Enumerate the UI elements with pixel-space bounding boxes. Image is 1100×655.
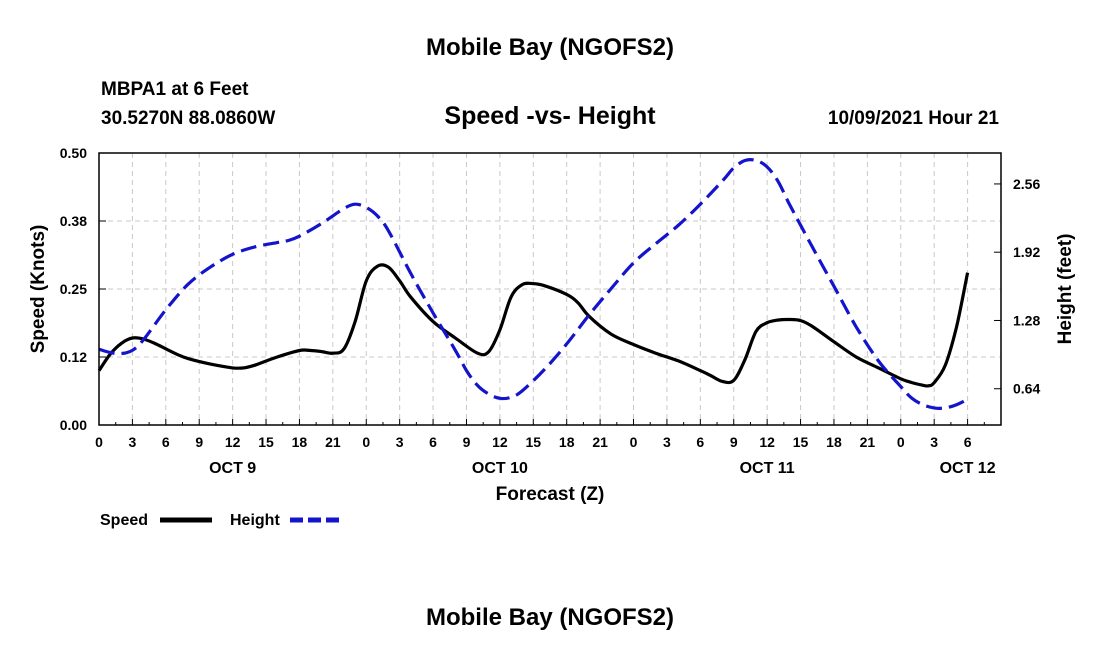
date-label: OCT 11: [740, 460, 795, 477]
x-tick-label: 18: [292, 434, 308, 450]
x-tick-label: 0: [630, 434, 638, 450]
x-tick-label: 9: [730, 434, 738, 450]
x-tick-label: 21: [592, 434, 608, 450]
x-tick-label: 6: [429, 434, 437, 450]
series-line-speed: [97, 263, 970, 388]
x-axis-label: Forecast (Z): [496, 484, 605, 505]
x-tick-label: 21: [325, 434, 341, 450]
chart-subtitle: Speed -vs- Height: [444, 102, 656, 130]
x-tick-label: 9: [195, 434, 203, 450]
legend-height-label: Height: [230, 512, 280, 529]
x-tick-label: 0: [897, 434, 905, 450]
x-tick-label: 15: [793, 434, 809, 450]
x-tick-label: 12: [492, 434, 508, 450]
y-tick-label-left: 0.12: [60, 349, 87, 365]
x-tick-label: 21: [860, 434, 876, 450]
date-label: OCT 12: [940, 460, 996, 477]
y-tick-label-left: 0.00: [60, 417, 87, 433]
x-tick-label: 3: [396, 434, 404, 450]
x-tick-label: 12: [759, 434, 775, 450]
x-tick-label: 12: [225, 434, 241, 450]
chart-main-title: Mobile Bay (NGOFS2): [426, 34, 674, 61]
x-tick-label: 15: [526, 434, 542, 450]
x-tick-label: 3: [663, 434, 671, 450]
x-tick-label: 3: [930, 434, 938, 450]
series-line-height: [98, 158, 969, 410]
y-axis-label-left: Speed (Knots): [28, 225, 49, 354]
y-tick-label-right: 1.92: [1013, 244, 1040, 260]
date-label: OCT 9: [209, 460, 256, 477]
grid: [99, 153, 1001, 425]
forecast-datetime: 10/09/2021 Hour 21: [828, 108, 1000, 129]
y-tick-label-left: 0.25: [60, 281, 87, 297]
x-tick-label: 3: [129, 434, 137, 450]
x-tick-label: 6: [162, 434, 170, 450]
x-tick-label: 0: [362, 434, 370, 450]
x-tick-label: 0: [95, 434, 103, 450]
date-label: OCT 10: [472, 460, 528, 477]
x-tick-label: 6: [696, 434, 704, 450]
station-label: MBPA1 at 6 Feet: [101, 79, 249, 100]
x-tick-label: 6: [964, 434, 972, 450]
plot-frame: [98, 152, 1002, 426]
footer-title: Mobile Bay (NGOFS2): [426, 604, 674, 631]
legend-speed-label: Speed: [100, 512, 148, 529]
x-tick-label: 18: [559, 434, 575, 450]
y-tick-label-right: 2.56: [1013, 176, 1040, 192]
axes: 0 3 6 9 12 15 18 21 0 3 6 9 12 15 18 21 0 3 6 9 12 15 18 21 0 3 6 O…: [60, 145, 1041, 477]
y-tick-label-right: 1.28: [1013, 312, 1040, 328]
y-tick-label-right: 0.64: [1013, 381, 1040, 397]
coordinates-label: 30.5270N 88.0860W: [101, 108, 275, 129]
y-axis-label-right: Height (feet): [1055, 234, 1076, 345]
series: [97, 158, 970, 410]
x-tick-label: 15: [258, 434, 274, 450]
y-tick-label-left: 0.38: [60, 213, 87, 229]
x-tick-label: 18: [826, 434, 842, 450]
legend: Speed Height: [100, 512, 342, 529]
y-tick-label-left: 0.50: [60, 145, 87, 161]
x-tick-label: 9: [463, 434, 471, 450]
